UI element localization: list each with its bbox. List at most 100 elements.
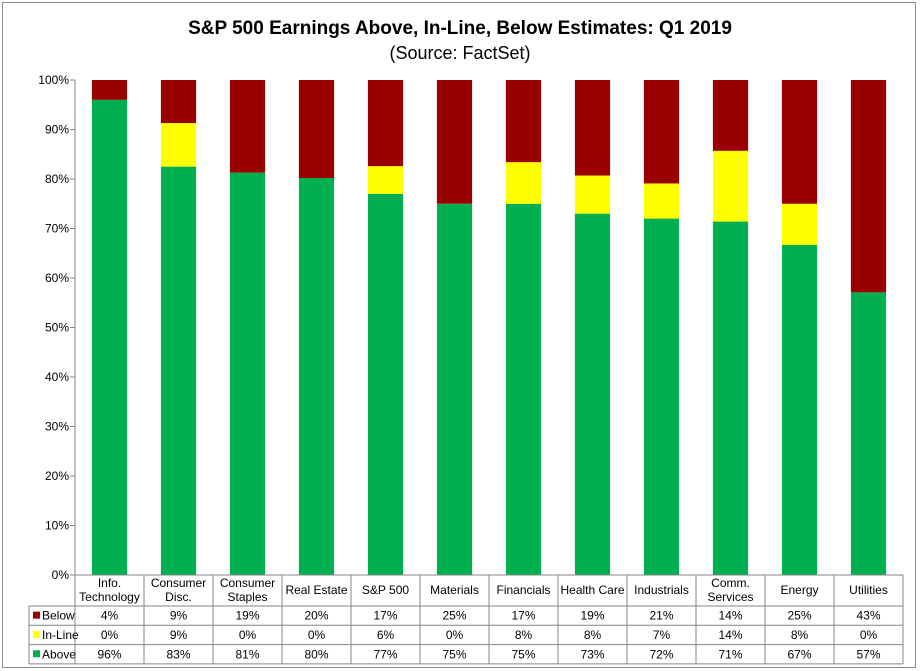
bar-above-9 xyxy=(712,221,749,575)
bar-below-3 xyxy=(298,80,335,179)
bar-above-0 xyxy=(91,99,128,576)
bar-in-line-7 xyxy=(574,175,611,214)
table-cell: 75% xyxy=(442,647,466,661)
legend-key-in-line xyxy=(33,630,40,638)
table-cell: 6% xyxy=(377,628,395,642)
table-cell: 57% xyxy=(856,647,880,661)
bar-above-4 xyxy=(367,193,404,575)
table-cell: 4% xyxy=(101,609,119,623)
category-label: S&P 500 xyxy=(362,583,409,597)
y-tick-label: 50% xyxy=(45,321,69,335)
chart-title: S&P 500 Earnings Above, In-Line, Below E… xyxy=(188,18,732,39)
category-label: Comm. xyxy=(711,576,750,590)
table-cell: 0% xyxy=(101,628,119,642)
table-cell: 73% xyxy=(580,647,604,661)
table-cell: 8% xyxy=(515,628,533,642)
category-label: Energy xyxy=(780,583,818,597)
bar-in-line-8 xyxy=(643,183,680,219)
table-cell: 81% xyxy=(235,647,259,661)
table-cell: 67% xyxy=(787,647,811,661)
bar-below-10 xyxy=(781,80,818,204)
y-tick-label: 60% xyxy=(45,271,69,285)
category-label: Health Care xyxy=(560,583,624,597)
bar-below-0 xyxy=(91,80,128,100)
category-label: Consumer xyxy=(220,576,275,590)
table-cell: 75% xyxy=(511,647,535,661)
table-cell: 25% xyxy=(442,609,466,623)
bar-below-5 xyxy=(436,80,473,204)
table-cell: 19% xyxy=(580,609,604,623)
bar-above-8 xyxy=(643,218,680,575)
table-cell: 14% xyxy=(718,609,742,623)
table-cell: 43% xyxy=(856,609,880,623)
bar-above-1 xyxy=(160,166,197,575)
category-label: Materials xyxy=(430,583,479,597)
bar-above-2 xyxy=(229,172,266,575)
bar-below-9 xyxy=(712,80,749,151)
category-label: Financials xyxy=(496,583,550,597)
category-label: Disc. xyxy=(165,590,192,604)
table-cell: 21% xyxy=(649,609,673,623)
table-cell: 77% xyxy=(373,647,397,661)
table-cell: 9% xyxy=(170,609,188,623)
bar-in-line-9 xyxy=(712,150,749,222)
plot-area: 0% 10% 20% 30% 40% 50% 60% 70% 80% 90% 100% xyxy=(38,73,887,582)
table-cell: 25% xyxy=(787,609,811,623)
legend-key-above xyxy=(33,650,40,658)
category-label: Real Estate xyxy=(285,583,347,597)
table-cell: 14% xyxy=(718,628,742,642)
bar-below-4 xyxy=(367,80,404,167)
table-cell: 20% xyxy=(304,609,328,623)
data-table: Info.TechnologyConsumerDisc.ConsumerStap… xyxy=(28,574,904,665)
y-tick-label: 70% xyxy=(45,222,69,236)
bar-below-8 xyxy=(643,80,680,184)
table-cell: 83% xyxy=(166,647,190,661)
y-tick-label: 90% xyxy=(45,123,69,137)
table-cell: 0% xyxy=(446,628,464,642)
y-tick-label: 10% xyxy=(45,519,69,533)
category-label: Info. xyxy=(98,576,121,590)
legend-key-below xyxy=(33,611,40,619)
table-cell: 80% xyxy=(304,647,328,661)
bar-above-6 xyxy=(505,203,542,575)
legend-label: In-Line xyxy=(42,628,79,642)
table-cell: 17% xyxy=(373,609,397,623)
table-cell: 8% xyxy=(584,628,602,642)
category-label: Technology xyxy=(79,590,140,604)
table-cell: 71% xyxy=(718,647,742,661)
table-cell: 19% xyxy=(235,609,259,623)
bar-in-line-6 xyxy=(505,162,542,204)
bar-above-7 xyxy=(574,213,611,575)
y-tick-label: 20% xyxy=(45,469,69,483)
table-cell: 96% xyxy=(97,647,121,661)
legend-label: Above xyxy=(42,647,76,661)
category-label: Services xyxy=(707,590,753,604)
bar-below-11 xyxy=(850,80,887,293)
bar-below-6 xyxy=(505,80,542,163)
category-label: Industrials xyxy=(634,583,689,597)
chart-subtitle: (Source: FactSet) xyxy=(389,43,530,63)
y-tick-label: 40% xyxy=(45,370,69,384)
bar-below-7 xyxy=(574,80,611,176)
legend-label: Below xyxy=(42,609,75,623)
table-cell: 0% xyxy=(860,628,878,642)
table-cell: 7% xyxy=(653,628,671,642)
table-cell: 17% xyxy=(511,609,535,623)
y-tick-label: 0% xyxy=(52,568,70,582)
bar-below-1 xyxy=(160,80,197,124)
y-tick-label: 30% xyxy=(45,420,69,434)
bar-above-3 xyxy=(298,178,335,575)
category-label: Utilities xyxy=(849,583,888,597)
table-cell: 0% xyxy=(308,628,326,642)
category-label: Staples xyxy=(227,590,267,604)
table-cell: 0% xyxy=(239,628,257,642)
bar-above-10 xyxy=(781,244,818,575)
category-label: Consumer xyxy=(151,576,206,590)
table-cell: 9% xyxy=(170,628,188,642)
y-tick-label: 80% xyxy=(45,172,69,186)
y-tick-label: 100% xyxy=(38,73,69,87)
bar-in-line-10 xyxy=(781,203,818,245)
table-cell: 72% xyxy=(649,647,673,661)
bar-below-2 xyxy=(229,80,266,173)
